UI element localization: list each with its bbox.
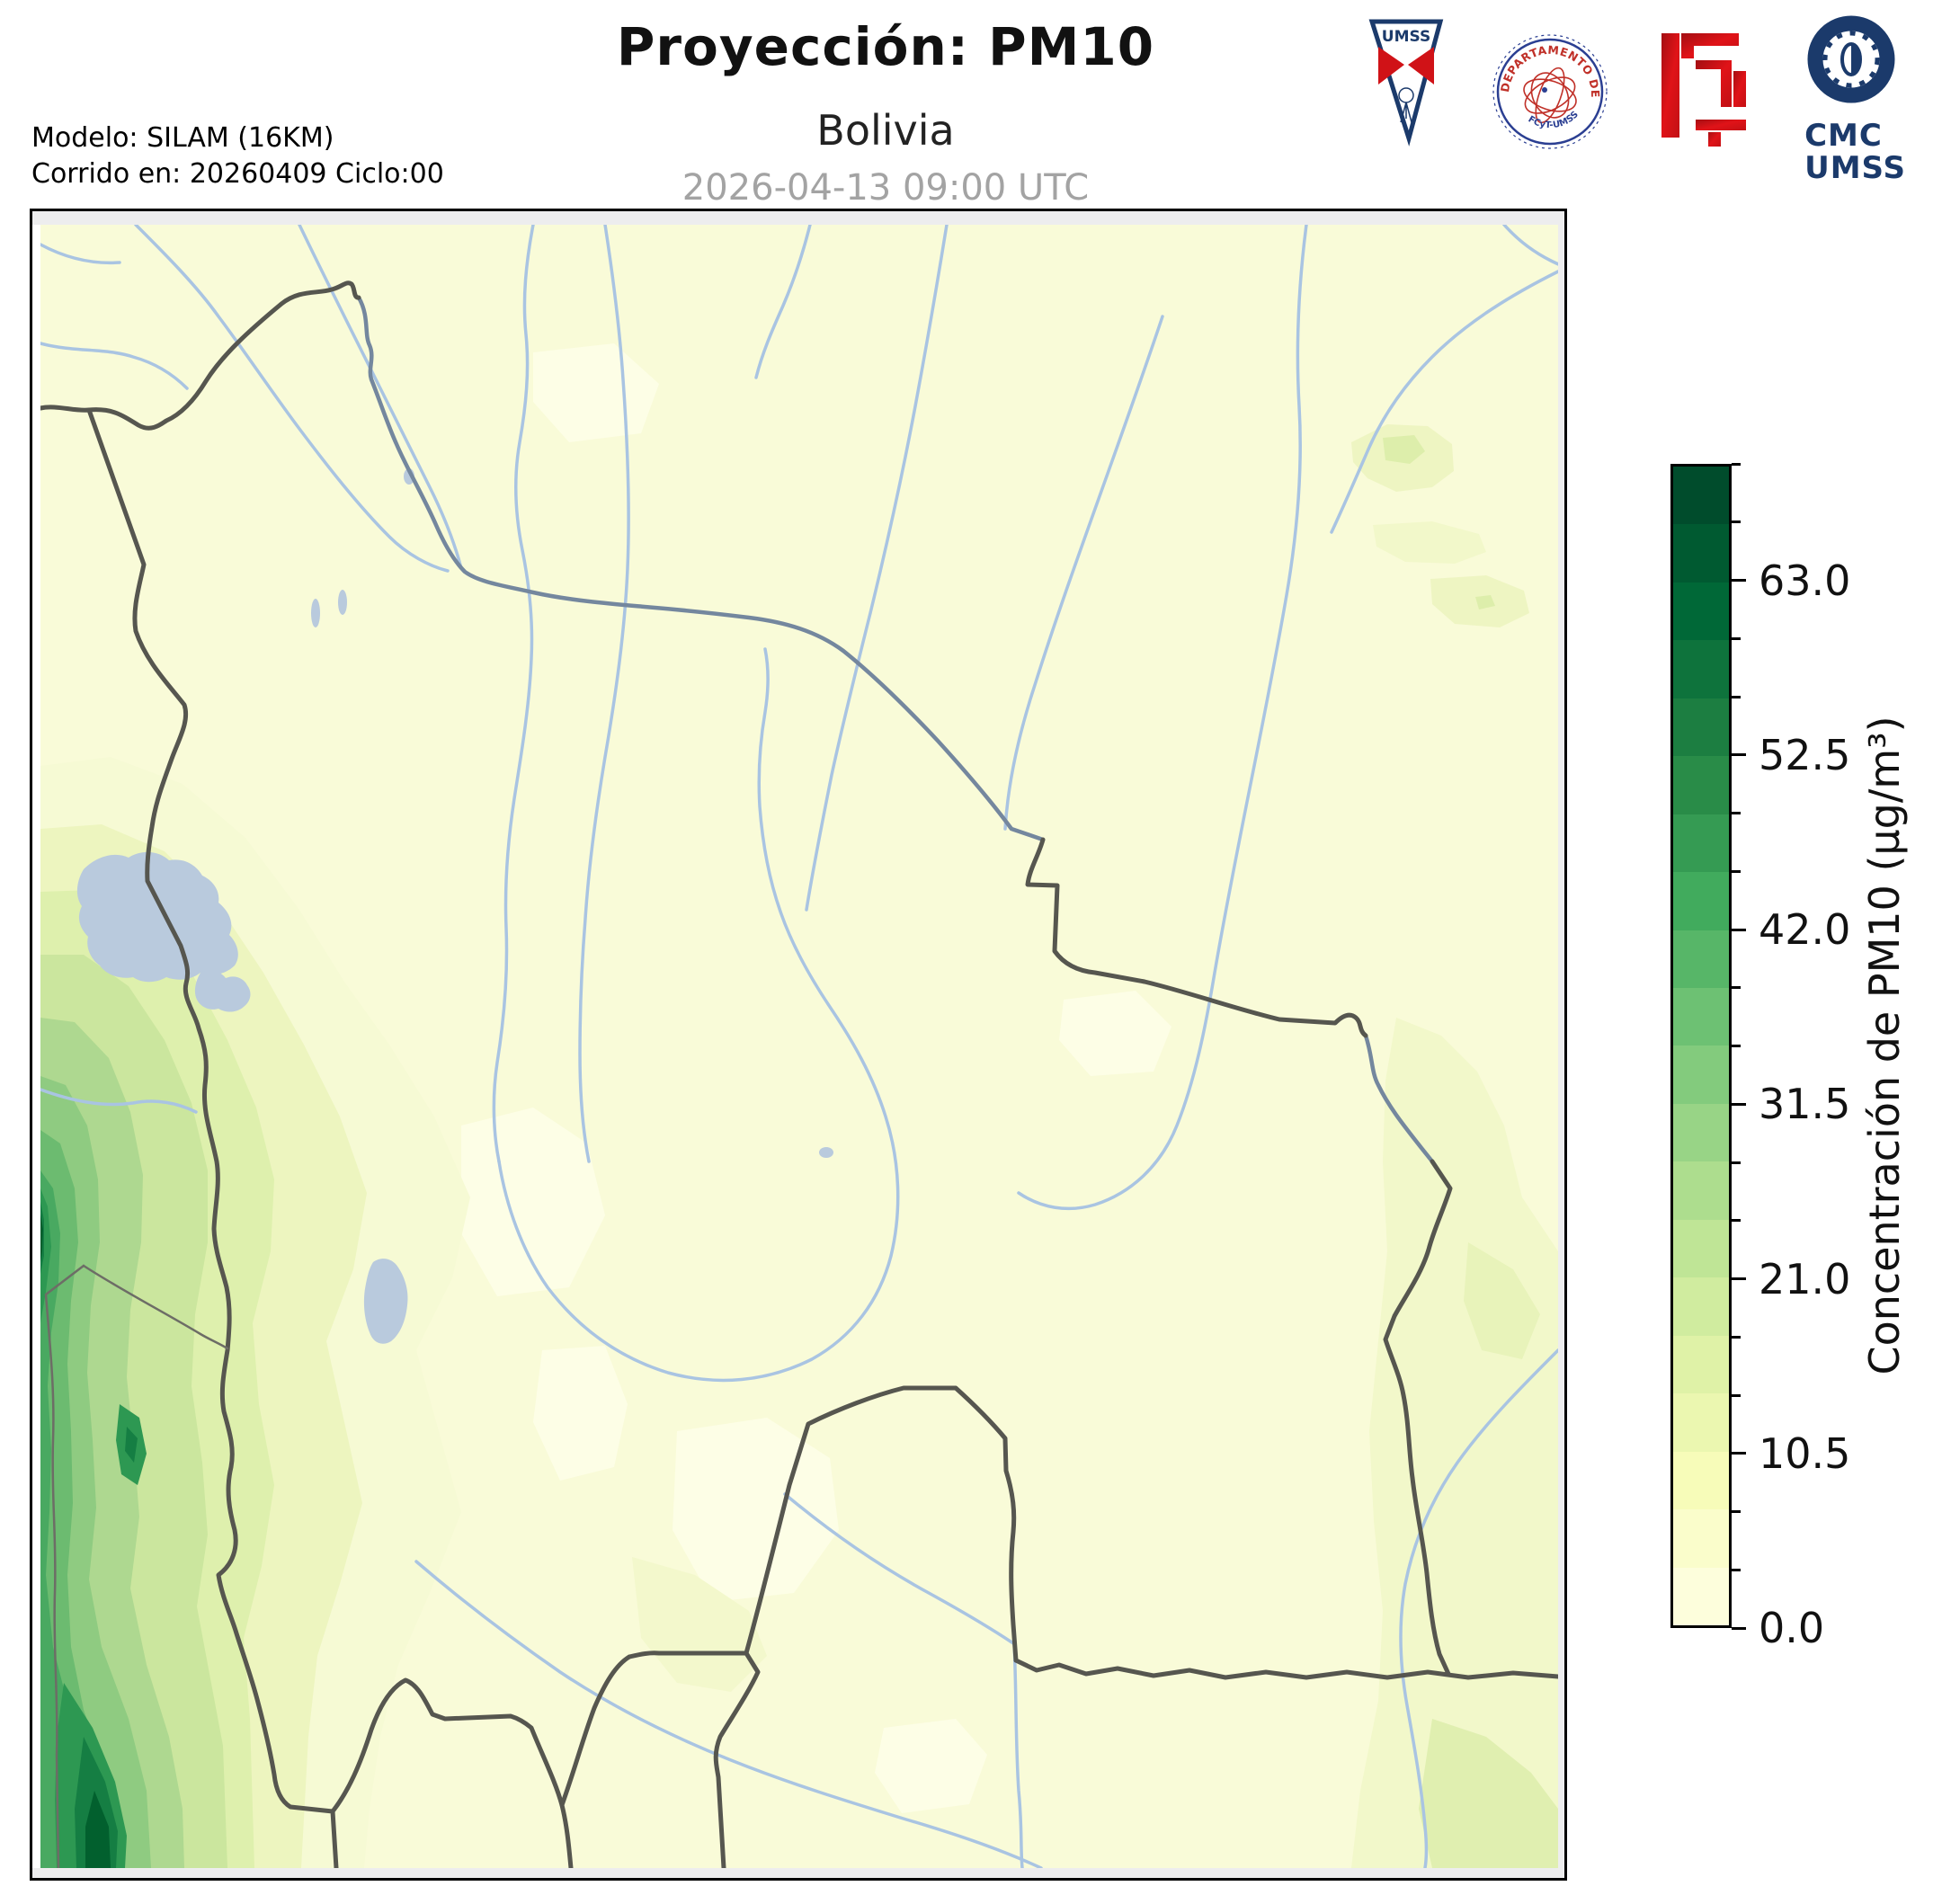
colorbar-segment xyxy=(1673,1277,1729,1336)
colorbar-minor-tick xyxy=(1732,1045,1741,1047)
colorbar-major-tick xyxy=(1732,928,1746,931)
colorbar-axis-label: Concentración de PM10 (µg/m³) xyxy=(1860,716,1909,1375)
colorbar xyxy=(1670,464,1732,1628)
colorbar-minor-tick xyxy=(1732,695,1741,698)
logo-row: UMSS xyxy=(1367,2,1906,201)
bolivia-pm10-map xyxy=(30,209,1567,1881)
colorbar-segment xyxy=(1673,1393,1729,1452)
cmc-label-line2: UMSS xyxy=(1804,149,1906,186)
colorbar-minor-tick xyxy=(1732,520,1741,524)
colorbar-segment xyxy=(1673,1509,1729,1568)
colorbar-tick-label: 10.5 xyxy=(1759,1428,1851,1478)
map-frame xyxy=(30,209,1567,1881)
colorbar-major-tick xyxy=(1732,1277,1746,1280)
physics-department-seal: DEPARTAMENTO DE FÍSICA FCyT-UMSS xyxy=(1486,2,1609,178)
colorbar-segment xyxy=(1673,1045,1729,1104)
colorbar-segment xyxy=(1673,698,1729,757)
lake-poopo xyxy=(363,1259,408,1344)
colorbar-minor-tick xyxy=(1732,1393,1741,1397)
colorbar-minor-tick xyxy=(1732,1219,1741,1223)
colorbar-tick-label: 31.5 xyxy=(1759,1080,1851,1129)
colorbar-segment xyxy=(1673,582,1729,641)
colorbar-minor-tick xyxy=(1732,636,1741,640)
colorbar-segment xyxy=(1673,466,1729,525)
colorbar-segment xyxy=(1673,872,1729,930)
colorbar-minor-tick xyxy=(1732,812,1741,814)
subtitle-region: Bolivia xyxy=(816,106,955,155)
colorbar-major-tick xyxy=(1732,579,1746,582)
map-panel xyxy=(30,209,1567,1881)
colorbar-segment xyxy=(1673,640,1729,698)
colorbar-segment xyxy=(1673,1335,1729,1394)
colorbar-major-tick xyxy=(1732,1102,1746,1106)
colorbar-segment xyxy=(1673,1567,1729,1625)
colorbar-segment xyxy=(1673,1103,1729,1162)
colorbar-segment xyxy=(1673,1451,1729,1510)
colorbar-minor-tick xyxy=(1732,869,1741,873)
colorbar-minor-tick xyxy=(1732,1335,1741,1339)
colorbar-tick-label: 42.0 xyxy=(1759,905,1851,954)
colorbar-tick-label: 52.5 xyxy=(1759,730,1851,779)
model-info-line2: Corrido en: 20260409 Ciclo:00 xyxy=(31,158,444,190)
umss-pennant-text: UMSS xyxy=(1382,28,1430,46)
colorbar-segment xyxy=(1673,756,1729,814)
colorbar-segment xyxy=(1673,814,1729,873)
lake-titicaca xyxy=(76,851,251,1012)
colorbar-minor-tick xyxy=(1732,1568,1741,1571)
umss-pennant-logo: UMSS xyxy=(1367,13,1446,160)
forecast-timestamp: 2026-04-13 09:00 UTC xyxy=(681,167,1090,209)
colorbar-major-tick xyxy=(1732,1626,1746,1630)
colorbar-segment xyxy=(1673,524,1729,583)
colorbar-segment xyxy=(1673,930,1729,989)
colorbar-segment xyxy=(1673,988,1729,1046)
model-info-line1: Modelo: SILAM (16KM) xyxy=(31,122,334,154)
page-title: Proyección: PM10 xyxy=(616,16,1155,77)
colorbar-tick-label: 21.0 xyxy=(1759,1254,1851,1303)
cmc-umss-logo: CMC UMSS xyxy=(1804,13,1906,184)
colorbar-major-tick xyxy=(1732,1452,1746,1455)
fcyt-red-logo xyxy=(1653,13,1759,160)
colorbar-minor-tick xyxy=(1732,462,1741,466)
colorbar-minor-tick xyxy=(1732,986,1741,990)
cmc-label-line1: CMC xyxy=(1804,118,1883,154)
colorbar-segment xyxy=(1673,1161,1729,1220)
colorbar-major-tick xyxy=(1732,753,1746,757)
colorbar-tick-label: 0.0 xyxy=(1759,1604,1825,1652)
colorbar-minor-tick xyxy=(1732,1161,1741,1164)
colorbar-segment xyxy=(1673,1219,1729,1278)
colorbar-minor-tick xyxy=(1732,1510,1741,1513)
colorbar-tick-label: 63.0 xyxy=(1759,556,1851,605)
